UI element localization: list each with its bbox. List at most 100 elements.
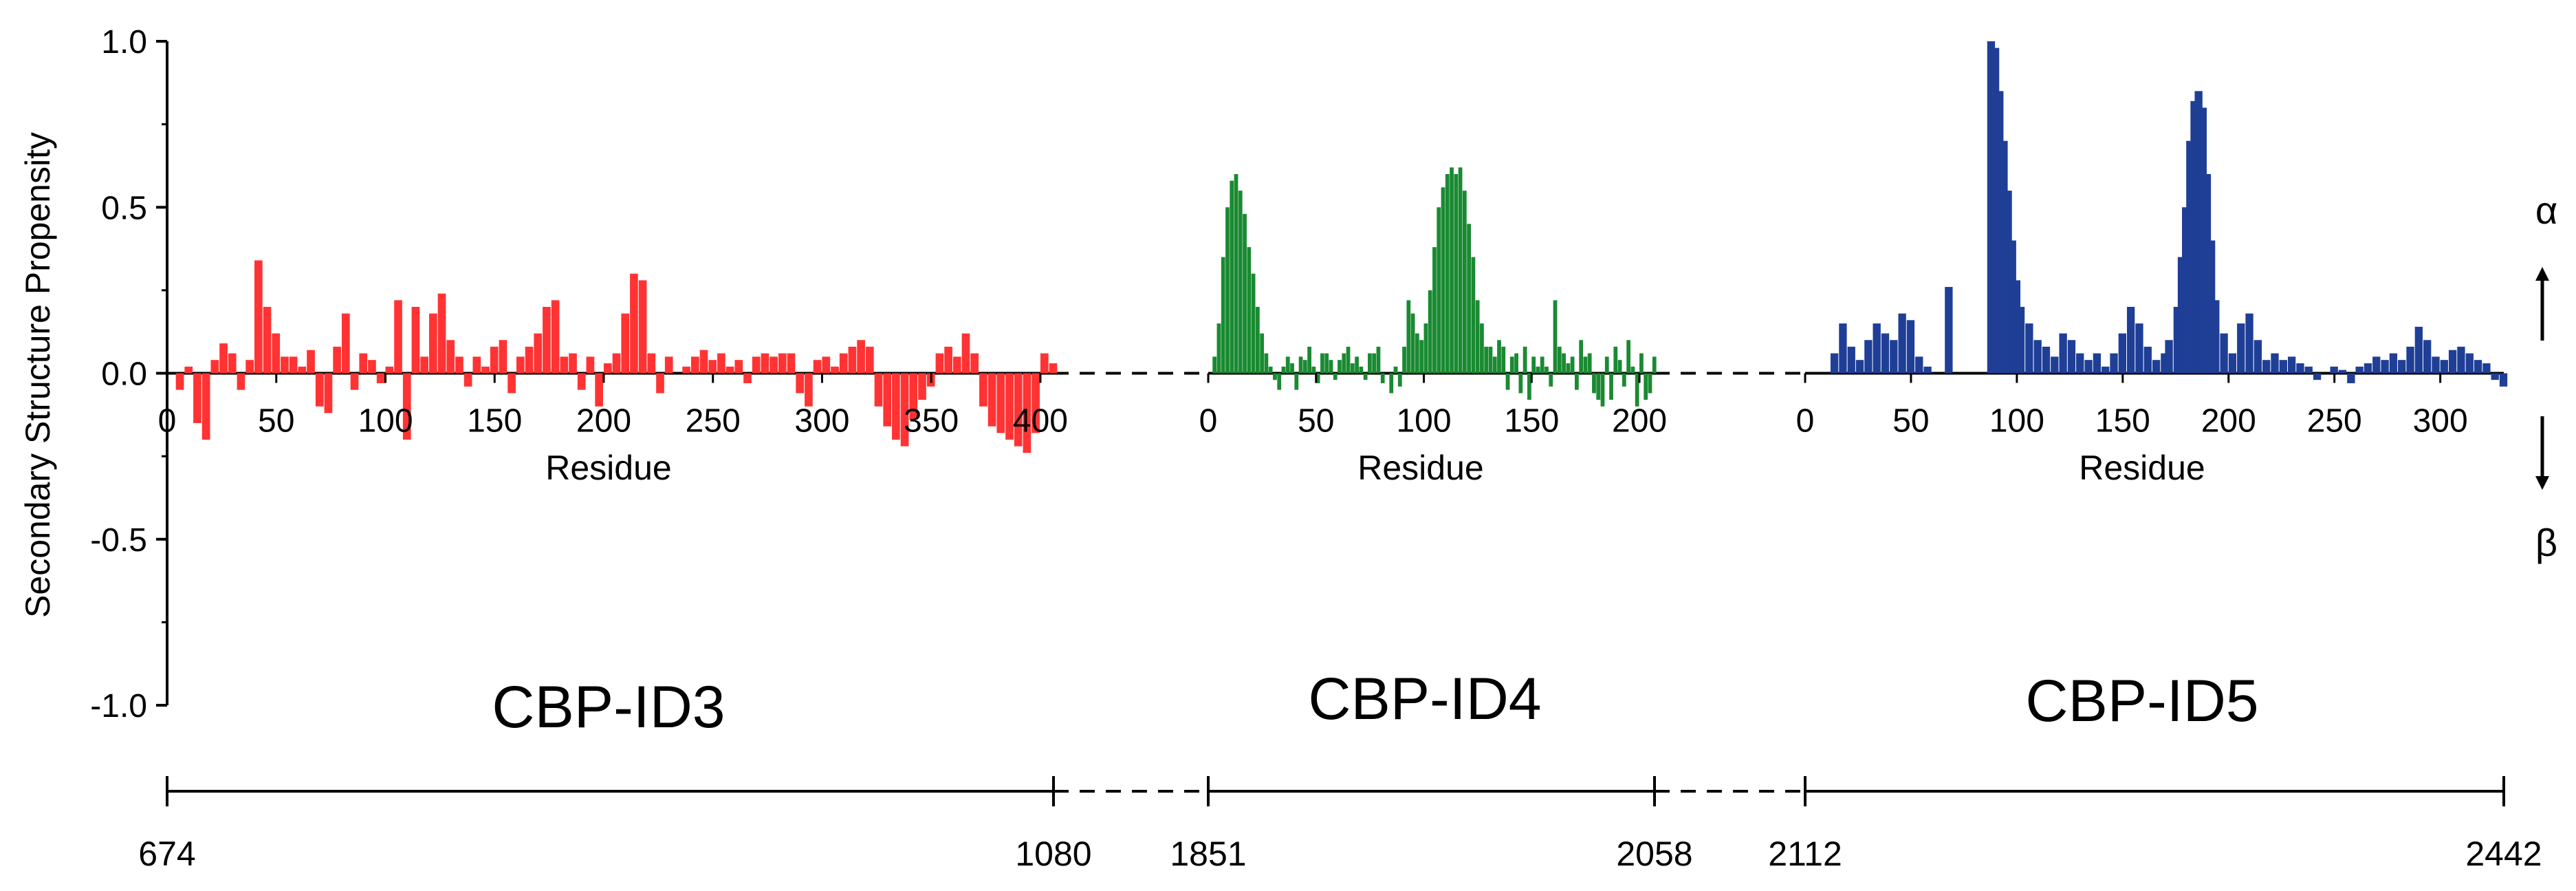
bar (446, 340, 455, 374)
bar (411, 307, 420, 374)
x-tick-label: 50 (258, 403, 294, 440)
bar (2457, 346, 2465, 374)
bar (1329, 360, 1333, 374)
bar (2000, 140, 2008, 374)
bar (228, 353, 237, 374)
bar (2381, 360, 2389, 374)
bar (1458, 167, 1463, 374)
x-tick-label: 200 (1612, 403, 1667, 440)
beta-label: β (2535, 521, 2557, 564)
up-arrowhead-icon (2535, 267, 2549, 281)
bar (2161, 353, 2169, 374)
domain-label-id4: CBP-ID4 (1308, 666, 1541, 732)
bar (1923, 366, 1932, 374)
bar (2135, 323, 2143, 374)
y-axis-ticks: 1.0 0.5 0.0 -0.5 -1.0 (90, 24, 167, 724)
bar (2008, 240, 2016, 374)
bar (2372, 356, 2381, 374)
bar (2389, 353, 2398, 374)
bar (822, 356, 831, 374)
bar (1898, 313, 1906, 374)
x-tick-label: 0 (1199, 403, 1218, 440)
bar (2304, 366, 2313, 374)
bar (1518, 373, 1523, 394)
bar (1604, 356, 1609, 374)
bar (525, 346, 534, 374)
bar (2016, 307, 2025, 374)
y-tick-label: -0.5 (90, 522, 147, 559)
bar (1324, 353, 1329, 374)
bar (647, 353, 656, 374)
bar (2364, 363, 2372, 374)
x-tick-label: 100 (1396, 403, 1451, 440)
bar (1428, 290, 1432, 374)
bar (1544, 366, 1549, 374)
bar (1221, 257, 1225, 374)
bar (778, 353, 787, 374)
bar (1415, 333, 1419, 374)
bar (263, 307, 272, 374)
bar (2279, 360, 2287, 374)
bar (1566, 363, 1571, 374)
bar (1230, 180, 1234, 374)
bar (569, 353, 577, 374)
bar (1281, 366, 1286, 374)
bar (2347, 373, 2355, 383)
bar (1570, 356, 1575, 374)
bar (2152, 360, 2161, 374)
bar (1372, 353, 1377, 374)
bar (1238, 191, 1243, 374)
bar (2228, 353, 2237, 374)
bar (2059, 333, 2067, 374)
bar (307, 350, 315, 374)
bar (805, 373, 813, 407)
bar (1592, 373, 1596, 394)
x-tick-label: 150 (2095, 403, 2150, 440)
bar (603, 363, 612, 374)
bar (796, 373, 805, 394)
bar (1260, 333, 1265, 374)
y-tick-label: 0.0 (101, 356, 147, 393)
bar (490, 346, 499, 374)
bar (2237, 323, 2245, 374)
bar (1514, 353, 1518, 374)
bar (1380, 373, 1385, 383)
bar (2110, 353, 2118, 374)
bar (996, 373, 1005, 433)
x-tick-label: 0 (158, 403, 177, 440)
bar (1536, 366, 1540, 374)
bar (1527, 373, 1531, 400)
bar (1410, 313, 1415, 374)
bar (341, 313, 350, 374)
bar (455, 356, 463, 374)
bar (1290, 363, 1294, 374)
bar (734, 360, 743, 374)
bar (952, 356, 961, 374)
bar (1342, 353, 1346, 374)
bar (883, 373, 892, 427)
bar (1626, 340, 1631, 374)
bar (1596, 373, 1601, 400)
bar (1264, 353, 1269, 374)
bar (1014, 373, 1023, 447)
bar (1294, 373, 1299, 390)
bar (2118, 333, 2126, 374)
bar (2271, 353, 2279, 374)
bar (1881, 333, 1890, 374)
bar (463, 373, 472, 387)
bar (1338, 360, 1342, 374)
bar (237, 373, 245, 390)
bar (1441, 187, 1445, 374)
x-tick-label: 300 (2413, 403, 2468, 440)
range-start-id5: 2112 (1768, 835, 1842, 873)
bar (2465, 353, 2474, 374)
bar (2182, 207, 2190, 374)
bar (1488, 346, 1493, 374)
bar (1397, 373, 1402, 387)
bar (1437, 207, 1441, 374)
bar (1419, 340, 1424, 374)
bar (376, 373, 385, 383)
bar (1467, 224, 1472, 374)
bar (428, 313, 437, 374)
bar (1622, 373, 1626, 387)
